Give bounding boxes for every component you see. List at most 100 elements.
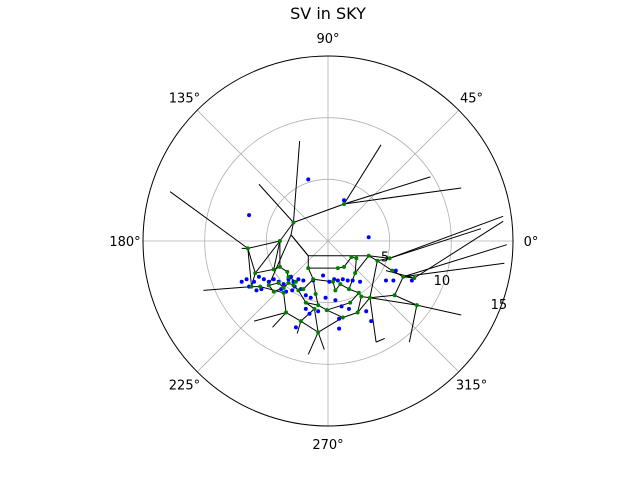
edge-line <box>305 302 319 306</box>
edge-line <box>253 312 287 322</box>
sv-point <box>281 282 286 287</box>
vertex-point <box>316 303 321 308</box>
vertex-point <box>342 264 347 269</box>
edge-line <box>343 176 431 205</box>
sv-point <box>239 279 244 284</box>
sv-point <box>345 278 350 283</box>
edge-line <box>283 292 287 313</box>
sv-point <box>252 279 256 284</box>
vertex-point <box>285 269 290 274</box>
sv-point <box>391 278 396 283</box>
sv-point <box>358 279 363 284</box>
vertex-point <box>253 271 258 276</box>
vertex-point <box>245 246 250 251</box>
vertex-point <box>335 266 340 271</box>
sv-point <box>247 213 252 218</box>
sv-point <box>366 235 371 240</box>
edge-line <box>307 267 314 280</box>
edge-line <box>293 203 345 223</box>
sv-point <box>337 316 342 321</box>
vertex-point <box>324 308 329 313</box>
vertex-point <box>342 202 347 206</box>
sv-point <box>364 309 369 314</box>
sv-point <box>301 278 306 283</box>
sv-point <box>296 277 301 282</box>
outer-circle <box>142 55 514 427</box>
edge-line <box>290 234 309 257</box>
chart-title: SV in SKY <box>290 4 366 23</box>
sv-point <box>393 268 398 273</box>
grid-spoke-45 <box>327 109 460 242</box>
sv-point <box>271 277 276 282</box>
sv-point <box>307 311 312 316</box>
vertex-point <box>353 271 358 276</box>
sv-point <box>254 288 259 293</box>
vertex-point <box>387 256 392 261</box>
sv-point <box>340 277 345 282</box>
vertex-point <box>277 264 282 269</box>
edge-line <box>285 312 302 322</box>
edge-line <box>272 312 287 328</box>
edge-line <box>357 297 371 313</box>
edge-line <box>326 302 351 311</box>
edge-line <box>354 258 357 274</box>
theta-tick-label: 225° <box>169 379 200 394</box>
sv-point <box>327 279 332 284</box>
edge-line <box>414 220 504 279</box>
grid-spoke-135 <box>196 109 329 242</box>
vertex-point <box>311 277 316 282</box>
vertex-point <box>301 287 306 292</box>
vertex-point <box>271 267 276 272</box>
sv-point <box>266 279 271 284</box>
vertex-point <box>346 287 351 292</box>
vertex-point <box>356 290 361 295</box>
grid-spoke-315 <box>327 240 460 373</box>
edge-line <box>389 228 482 259</box>
edge-line <box>354 255 370 274</box>
edge-line <box>408 305 418 343</box>
vertex-point <box>281 290 286 295</box>
edge-line <box>247 248 256 274</box>
vertex-point <box>392 293 397 298</box>
vertex-point <box>338 282 343 287</box>
edge-line <box>247 240 281 249</box>
sv-point <box>342 198 347 203</box>
edge-line <box>203 286 252 291</box>
vertex-point <box>375 258 380 263</box>
edge-line <box>255 268 274 274</box>
vertex-point <box>367 295 372 300</box>
vertex-point <box>291 283 296 288</box>
edge-line <box>254 240 281 274</box>
sv-point <box>293 325 298 330</box>
vertex-point <box>412 276 417 280</box>
sv-point <box>346 306 351 311</box>
edge-line <box>369 297 417 306</box>
edge-line <box>369 297 377 343</box>
sv-point <box>290 288 295 293</box>
sv-point <box>321 273 326 278</box>
vertex-point <box>293 279 298 284</box>
vertex-point <box>330 279 335 284</box>
edge-line <box>343 144 382 205</box>
sv-point <box>308 295 313 300</box>
edge-line <box>369 260 378 298</box>
theta-tick-label: 90° <box>316 32 339 47</box>
vertex-point <box>355 310 360 315</box>
vertex-point <box>401 274 406 279</box>
vertex-point <box>281 285 286 290</box>
vertex-point <box>286 274 291 279</box>
r-tick-label: 10 <box>434 274 451 289</box>
edge-line <box>342 312 358 318</box>
sv-point <box>303 293 308 298</box>
vertex-point <box>276 280 281 285</box>
edge-line <box>273 240 281 270</box>
theta-tick-label: 0° <box>524 235 539 250</box>
sv-point <box>339 304 344 309</box>
vertex-point <box>298 319 303 324</box>
vertex-point <box>271 289 276 294</box>
sv-point <box>333 298 338 303</box>
edge-line <box>416 304 462 316</box>
edge-line <box>394 276 404 296</box>
